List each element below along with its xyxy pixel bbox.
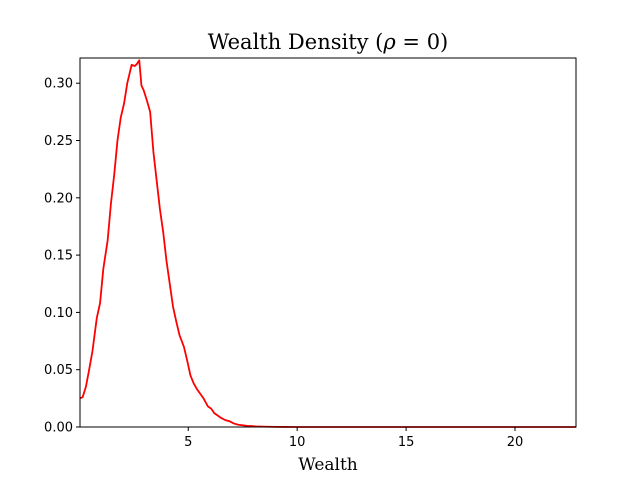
- x-tick-label-5: 5: [184, 435, 192, 450]
- y-tick-label-0.05: 0.05: [44, 363, 73, 378]
- y-tick-label-0.30: 0.30: [44, 77, 73, 92]
- x-axis-label: Wealth: [298, 455, 358, 475]
- title-rho-symbol: ρ: [382, 30, 396, 54]
- y-tick-label-0.20: 0.20: [44, 191, 73, 206]
- chart-title: Wealth Density (ρ = 0): [208, 30, 449, 54]
- y-tick-label-0.25: 0.25: [44, 134, 73, 149]
- x-tick-label-10: 10: [289, 435, 306, 450]
- x-tick-label-20: 20: [507, 435, 524, 450]
- x-tick-label-15: 15: [398, 435, 415, 450]
- y-tick-label-0.00: 0.00: [44, 421, 73, 436]
- y-tick-label-0.10: 0.10: [44, 306, 73, 321]
- plot-area: 5 10 15 20 0.00 0.05 0.10 0.15 0.20 0.25 0.30: [44, 57, 577, 450]
- plot-frame: [79, 57, 577, 428]
- density-line-0: [79, 59, 576, 428]
- y-tick-label-0.15: 0.15: [44, 249, 73, 264]
